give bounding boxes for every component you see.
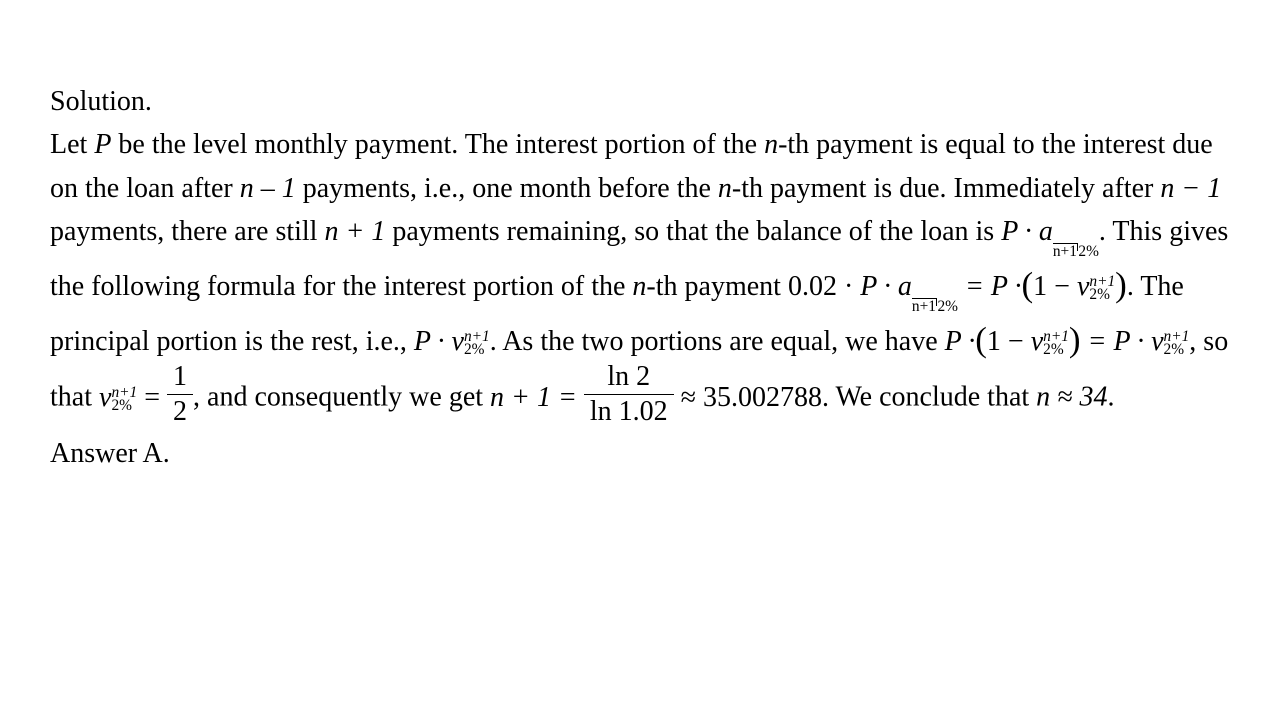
interest-equation: 0.02 · P · an+12% = P ·(1 − vn+12%): [788, 271, 1127, 302]
sub-rate: 2%: [937, 298, 958, 315]
n-minus-1-math: n − 1: [1160, 173, 1221, 204]
v-sub: 2%: [464, 343, 490, 356]
equals: =: [137, 382, 167, 413]
var-v: v: [99, 382, 111, 413]
v-sub: 2%: [111, 399, 137, 412]
equality-equation: P ·(1 − vn+12%) = P · vn+12%: [945, 326, 1190, 357]
p-dot: P ·: [945, 326, 976, 357]
one-minus: 1 −: [1033, 271, 1077, 302]
v-supsub: n+12%: [111, 386, 137, 412]
annuity-subscript: n+12%: [912, 298, 958, 314]
var-n: n: [764, 129, 778, 160]
text: payments remaining, so that the balance …: [385, 216, 1001, 247]
var-n: n: [718, 173, 732, 204]
denominator: 2: [167, 395, 193, 428]
text: We conclude that: [829, 382, 1036, 413]
balance-formula: P · an+12%: [1001, 216, 1099, 247]
v-supsub: n+12%: [1043, 330, 1069, 356]
rparen: ): [1069, 320, 1081, 359]
n-plus-1-math: n + 1: [324, 216, 385, 247]
v-supsub: n+12%: [1089, 275, 1115, 301]
np1-eq: n + 1 =: [490, 382, 584, 413]
lparen: (: [1022, 265, 1034, 304]
var-p: P: [94, 129, 111, 160]
numerator: 1: [167, 362, 193, 396]
var-v: v: [1077, 271, 1089, 302]
text: be the level monthly payment. The intere…: [111, 129, 764, 160]
solution-text-block: Solution. Let P be the level monthly pay…: [0, 0, 1280, 476]
v-sub: 2%: [1164, 343, 1190, 356]
annuity-subscript: n+12%: [1053, 243, 1099, 259]
text: payments, there are still: [50, 216, 324, 247]
annuity-a: a: [898, 271, 912, 302]
rparen: ): [1115, 265, 1127, 304]
coef: 0.02 ·: [788, 271, 860, 302]
v-half-equation: vn+12% = 12: [99, 382, 193, 413]
var-v: v: [1151, 326, 1163, 357]
var-v: v: [1031, 326, 1043, 357]
v-sub: 2%: [1043, 343, 1069, 356]
text: Let: [50, 129, 94, 160]
eq-mid: = P ·: [1081, 326, 1152, 357]
v-supsub: n+12%: [1164, 330, 1190, 356]
principal-formula: P · vn+12%: [414, 326, 490, 357]
text: payments, i.e., one month before the: [296, 173, 718, 204]
p-dot: P ·: [414, 326, 445, 357]
approx-val: ≈ 35.002788.: [674, 382, 829, 413]
p-dot: P ·: [860, 271, 891, 302]
numerator: ln 2: [584, 362, 674, 396]
n-minus-1: n – 1: [240, 173, 296, 204]
var-v: v: [452, 326, 464, 357]
n-approx: n ≈ 34: [1036, 382, 1107, 413]
p-dot: P ·: [1001, 216, 1032, 247]
text: . As the two portions are equal, we have: [490, 326, 945, 357]
sub-rate: 2%: [1078, 243, 1099, 260]
text: , and consequently we get: [193, 382, 490, 413]
one-minus: 1 −: [987, 326, 1031, 357]
log-equation: n + 1 = ln 2ln 1.02 ≈ 35.002788.: [490, 382, 829, 413]
answer-line: Answer A.: [50, 438, 170, 469]
heading: Solution.: [50, 86, 152, 117]
sub-np1: n+1: [1053, 243, 1077, 260]
annuity-a: a: [1039, 216, 1053, 247]
text: -th payment is due. Immediately after: [732, 173, 1160, 204]
denominator: ln 1.02: [584, 395, 674, 428]
sub-np1: n+1: [912, 298, 936, 315]
v-sub: 2%: [1089, 288, 1115, 301]
fraction-half: 12: [167, 362, 193, 429]
fraction-ln: ln 2ln 1.02: [584, 362, 674, 429]
v-supsub: n+12%: [464, 330, 490, 356]
var-n: n: [632, 271, 646, 302]
text: .: [1108, 382, 1115, 413]
text: -th payment: [646, 271, 788, 302]
eq-rhs: = P ·: [958, 271, 1022, 302]
lparen: (: [975, 320, 987, 359]
